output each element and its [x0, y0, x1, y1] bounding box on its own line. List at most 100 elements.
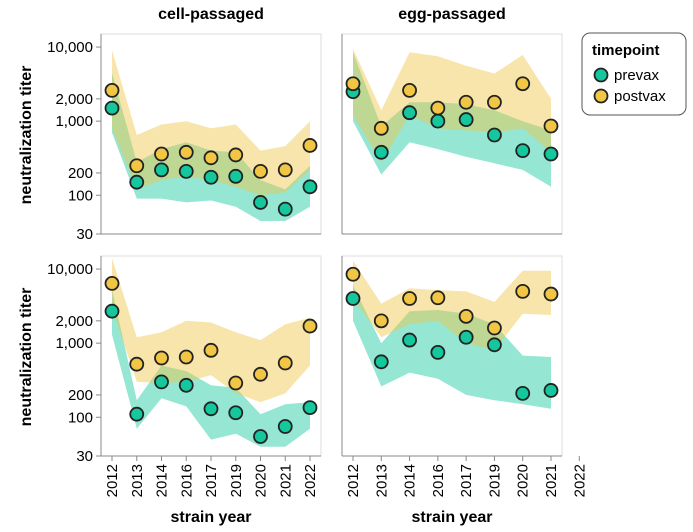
point-prevax-2021 [277, 201, 293, 217]
point-prevax-2014 [154, 374, 169, 390]
y-axis-title-bottom: neutralization titer [18, 288, 35, 427]
point-postvax-2013 [373, 313, 389, 329]
x-tick-label: 2017 [458, 464, 475, 497]
x-tick-label: 2014 [402, 464, 419, 497]
point-prevax-2022 [302, 400, 318, 415]
point-postvax-2012 [345, 266, 361, 282]
point-postvax-2019 [458, 308, 474, 324]
legend-label-prevax: prevax [614, 67, 660, 84]
point-postvax-2021 [515, 76, 531, 92]
y-axis-title-top: neutralization titer [18, 66, 35, 205]
point-prevax-2021 [515, 143, 531, 159]
point-prevax-2014 [402, 332, 417, 348]
y-tick-label: 200 [68, 165, 93, 182]
point-postvax-2019 [228, 375, 244, 391]
point-prevax-2016 [178, 163, 194, 179]
x-tick-label: 2020 [515, 464, 532, 497]
point-postvax-2016 [178, 349, 194, 365]
band-postvax [112, 258, 310, 403]
band-prevax [112, 72, 310, 221]
x-tick-label: 2013 [373, 464, 390, 497]
point-prevax-2014 [402, 105, 417, 121]
facet-title-egg-passaged: egg-passaged [398, 6, 506, 23]
point-postvax-2022 [302, 318, 318, 334]
point-postvax-2013 [129, 356, 145, 372]
point-postvax-2022 [543, 118, 559, 134]
point-prevax-2022 [543, 146, 559, 162]
y-tick-label: 100 [68, 187, 93, 204]
x-tick-label: 2021 [277, 464, 294, 497]
band-prevax [353, 285, 551, 409]
x-tick-label: 2020 [253, 464, 270, 497]
point-postvax-2012 [345, 76, 361, 92]
point-postvax-2014 [402, 291, 417, 306]
x-tick-label: 2019 [228, 464, 245, 497]
x-axis-title-left: strain year [171, 509, 252, 526]
point-prevax-2016 [178, 377, 194, 393]
point-postvax-2012 [104, 83, 120, 98]
point-prevax-2020 [487, 337, 502, 353]
point-prevax-2013 [129, 406, 145, 422]
point-postvax-2022 [302, 138, 318, 153]
point-postvax-2020 [487, 320, 502, 336]
point-postvax-2019 [228, 147, 244, 163]
point-postvax-2021 [515, 283, 531, 299]
point-prevax-2020 [487, 127, 502, 143]
x-tick-label: 2016 [430, 464, 447, 497]
x-tick-label: 2021 [543, 464, 560, 497]
point-postvax-2017 [203, 150, 219, 166]
panel-egg-passaged-row1: 2012 2013 2014 2016 2017 2019 2020 2021 2022 [341, 255, 588, 497]
point-prevax-2013 [373, 144, 389, 160]
point-prevax-2012 [345, 291, 361, 306]
x-tick-label: 2017 [203, 464, 220, 497]
point-prevax-2012 [104, 100, 120, 116]
band-postvax [353, 48, 551, 163]
point-postvax-2014 [154, 146, 169, 162]
y-tick-label: 10,000 [47, 261, 93, 278]
y-tick-label: 30 [76, 448, 93, 465]
point-postvax-2021 [277, 355, 293, 371]
x-tick-label: 2016 [178, 464, 195, 497]
point-prevax-2017 [203, 169, 219, 185]
legend-label-postvax: postvax [614, 88, 666, 105]
point-prevax-2016 [430, 345, 446, 360]
point-prevax-2013 [129, 174, 145, 190]
point-prevax-2016 [430, 113, 446, 129]
point-postvax-2020 [487, 94, 502, 110]
point-prevax-2019 [458, 329, 474, 345]
x-tick-label: 2019 [486, 464, 503, 497]
x-tick-label: 2012 [104, 464, 121, 497]
facet-titles: cell-passaged egg-passaged [158, 6, 506, 23]
y-tick-label: 100 [68, 409, 93, 426]
y-tick-label: 1,000 [55, 113, 93, 130]
point-prevax-2021 [277, 419, 293, 434]
point-prevax-2021 [515, 385, 531, 401]
x-axis-title-right: strain year [412, 509, 493, 526]
point-prevax-2017 [203, 401, 219, 417]
panel-cell-passaged-row0: 30 100 200 1,000 2,000 10,000 [47, 33, 322, 243]
point-prevax-2012 [104, 303, 120, 319]
y-tick-label: 2,000 [55, 91, 93, 108]
point-postvax-2013 [129, 158, 145, 174]
x-tick-label: 2014 [154, 464, 171, 497]
point-postvax-2020 [253, 163, 268, 179]
y-tick-label: 30 [76, 226, 93, 243]
point-postvax-2013 [373, 120, 389, 136]
point-postvax-2014 [402, 83, 417, 98]
point-postvax-2016 [430, 100, 446, 116]
x-tick-label: 2012 [345, 464, 362, 497]
point-prevax-2019 [458, 112, 474, 127]
point-prevax-2022 [302, 179, 318, 195]
point-prevax-2020 [253, 195, 268, 210]
legend-marker-prevax [593, 67, 609, 83]
point-prevax-2013 [373, 354, 389, 370]
point-postvax-2012 [104, 276, 120, 291]
point-prevax-2014 [154, 162, 169, 178]
y-tick-label: 1,000 [55, 335, 93, 352]
y-tick-label: 10,000 [47, 39, 93, 56]
point-postvax-2022 [543, 286, 559, 302]
point-postvax-2021 [277, 162, 293, 178]
point-prevax-2019 [228, 405, 244, 421]
point-postvax-2016 [430, 290, 446, 306]
